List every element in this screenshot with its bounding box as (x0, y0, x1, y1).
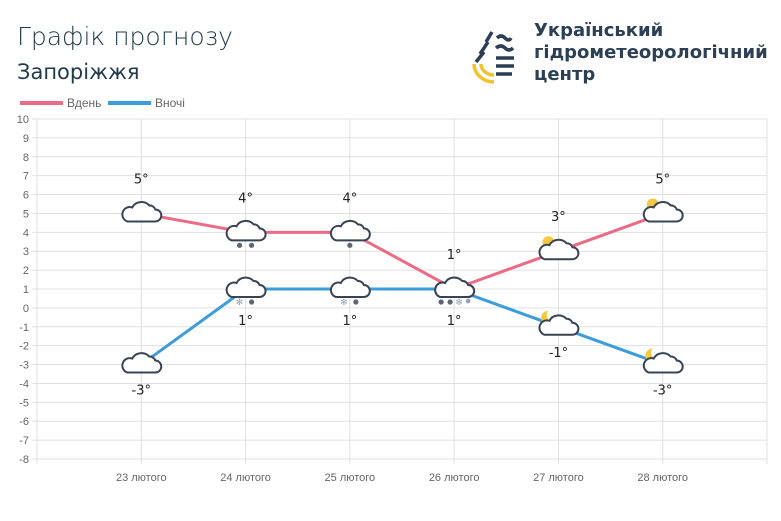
org-line-1: Український (534, 20, 664, 41)
point-day-2: 4° (329, 191, 371, 248)
data-label: 1° (447, 248, 462, 263)
cloud-icon (642, 352, 684, 374)
y-tick-label: 8 (23, 152, 29, 164)
x-tick-label: 27 лютого (533, 472, 584, 484)
data-label: 3° (551, 210, 566, 225)
data-label: -3° (653, 384, 672, 399)
data-label: 1° (342, 314, 357, 329)
raindrop-icon (236, 242, 243, 248)
city-name: Запоріжжя (17, 60, 140, 84)
cloud-icon (434, 276, 476, 298)
cloud-icon (121, 201, 163, 223)
y-tick-label: -3 (19, 360, 29, 372)
legend-label-night: Вночі (155, 96, 185, 110)
point-day-5: 5° (642, 172, 684, 223)
y-tick-label: 6 (23, 190, 29, 202)
data-label: -3° (132, 384, 151, 399)
point-day-4: 3° (538, 210, 580, 261)
raindrop-icon (353, 299, 359, 305)
y-tick-label: -6 (19, 416, 29, 428)
legend-label-day: Вдень (67, 96, 101, 110)
x-tick-label: 24 лютого (220, 472, 271, 484)
cloud-icon (329, 276, 371, 298)
cloud-icon (538, 238, 580, 261)
page-title: Графік прогнозу (17, 22, 233, 51)
y-tick-label: 4 (23, 227, 29, 239)
snowflake-icon: ✻ (340, 297, 348, 307)
cloud-icon (642, 201, 684, 223)
data-label: 1° (238, 314, 253, 329)
y-tick-label: 7 (23, 171, 29, 183)
data-label: 4° (342, 191, 357, 206)
y-tick-label: -4 (19, 378, 29, 390)
raindrop-icon (438, 299, 444, 305)
y-tick-label: 1 (23, 284, 29, 296)
point-night-4: -1° (538, 310, 580, 361)
point-night-2: ✻ 1° (329, 276, 371, 329)
raindrop-icon (248, 242, 255, 248)
data-label: 4° (238, 191, 253, 206)
cloud-icon (225, 220, 267, 242)
raindrop-icon (347, 242, 353, 248)
point-night-3: ✻ 1° (434, 276, 476, 329)
y-tick-label: -7 (19, 435, 29, 447)
cloud-icon (225, 276, 267, 298)
y-tick-label: 0 (23, 303, 29, 315)
point-night-0: -3° (121, 352, 163, 399)
x-tick-label: 26 лютого (429, 472, 480, 484)
y-tick-label: 2 (23, 265, 29, 277)
y-tick-label: 3 (23, 246, 29, 258)
y-tick-label: -5 (19, 397, 29, 409)
x-tick-label: 23 лютого (116, 472, 167, 484)
point-night-5: -3° (642, 348, 684, 399)
data-label: -1° (549, 346, 568, 361)
point-day-1: 4° (225, 191, 267, 248)
point-day-0: 5° (121, 172, 163, 223)
raindrop-icon (447, 299, 453, 305)
data-label: 1° (447, 314, 462, 329)
ugmc-logo (472, 31, 515, 84)
y-tick-label: 10 (17, 114, 29, 126)
org-name: Український гідрометеорологічний центр (534, 20, 768, 86)
y-tick-label: -8 (19, 454, 29, 466)
cloud-icon (121, 352, 163, 374)
org-line-2: гідрометеорологічний (534, 42, 768, 63)
y-tick-label: -1 (19, 322, 29, 334)
y-tick-label: 9 (23, 133, 29, 145)
y-tick-label: 5 (23, 208, 29, 220)
org-line-3: центр (534, 64, 596, 85)
snowflake-icon: ✻ (236, 297, 244, 307)
point-night-1: ✻ 1° (225, 276, 267, 329)
cloud-icon (538, 314, 580, 336)
hail-icon (465, 298, 471, 304)
data-label: 5° (655, 172, 670, 187)
data-label: 5° (134, 172, 149, 187)
cloud-icon (329, 220, 371, 242)
x-tick-label: 25 лютого (325, 472, 376, 484)
raindrop-icon (248, 299, 255, 305)
y-tick-label: -2 (19, 341, 29, 353)
snowflake-icon: ✻ (455, 297, 463, 307)
x-tick-label: 28 лютого (637, 472, 688, 484)
